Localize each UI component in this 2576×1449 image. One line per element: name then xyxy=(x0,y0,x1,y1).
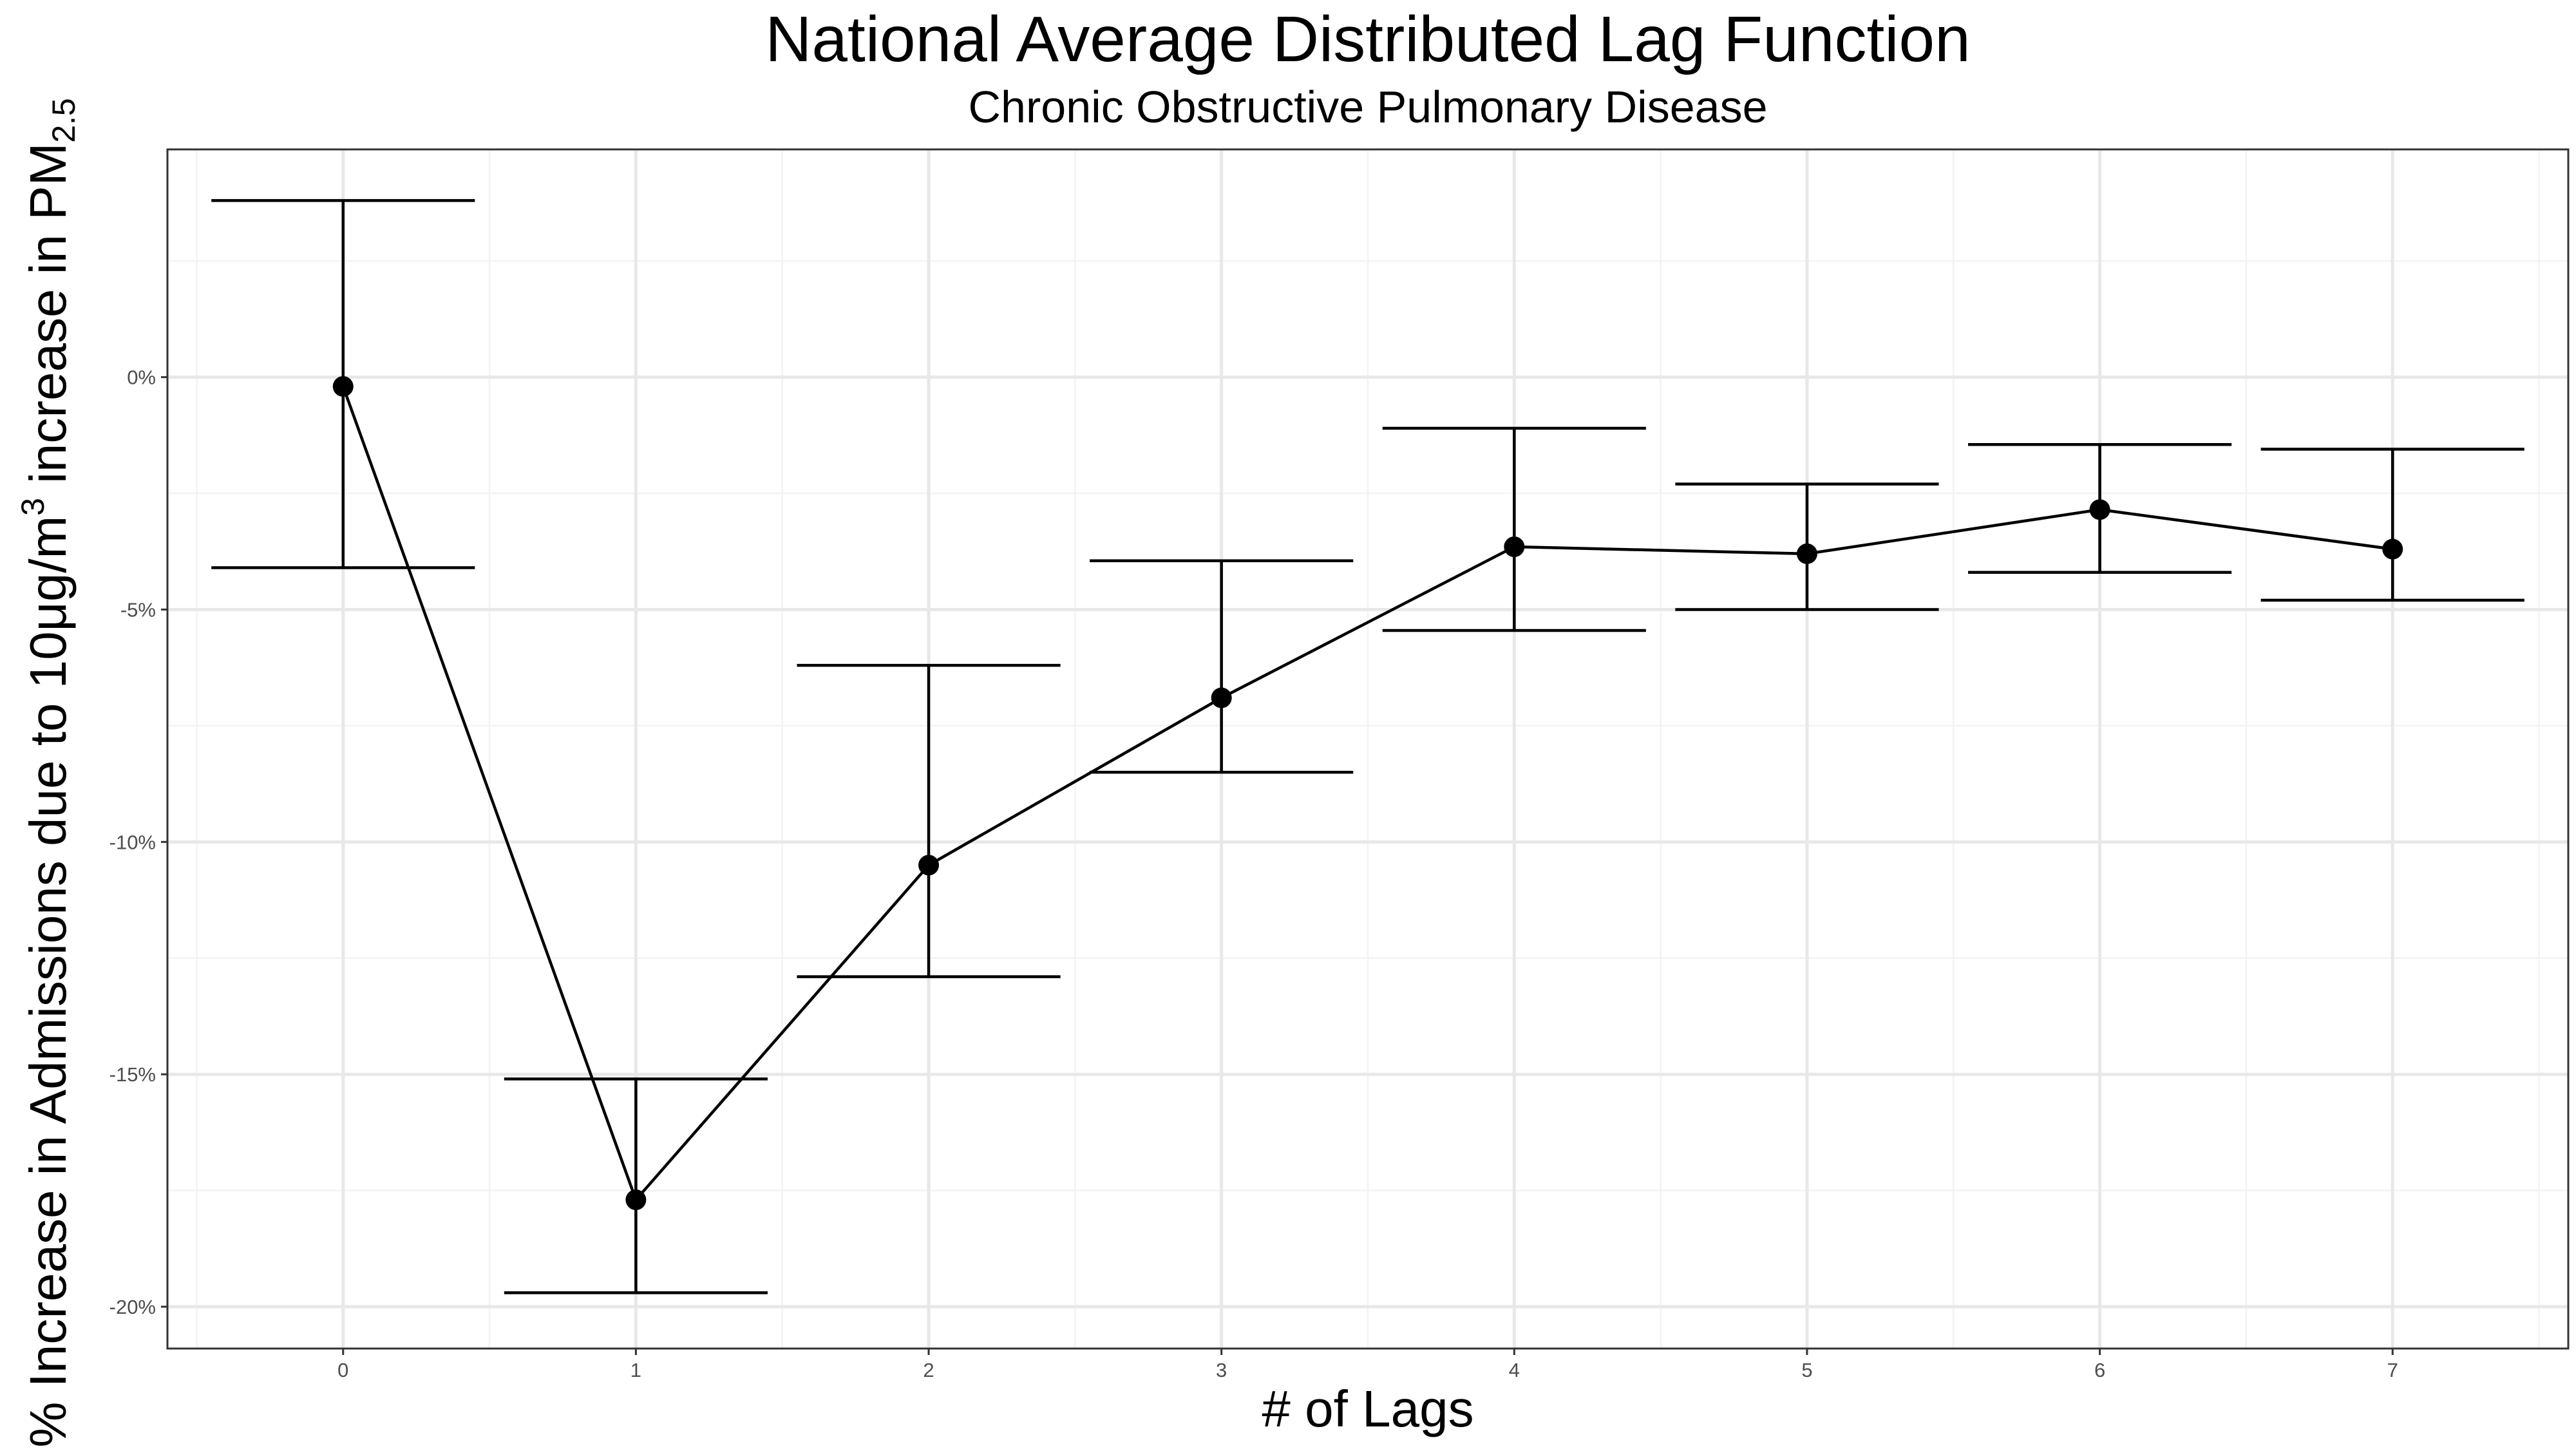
x-tick-label: 2 xyxy=(923,1359,934,1381)
data-marks xyxy=(211,199,2524,1294)
estimate-point xyxy=(2382,538,2403,560)
x-tick-label: 1 xyxy=(630,1359,641,1381)
estimate-point xyxy=(918,855,940,876)
x-tick-label: 4 xyxy=(1509,1359,1520,1381)
estimate-point xyxy=(2089,499,2110,520)
x-tick-label: 5 xyxy=(1801,1359,1812,1381)
y-tick-label: -15% xyxy=(109,1063,156,1086)
estimate-point xyxy=(1211,687,1232,708)
y-axis-title-middle: increase in PM xyxy=(19,143,77,498)
y-tick-label: -20% xyxy=(109,1296,156,1318)
y-axis-title-sub: 2.5 xyxy=(46,98,82,143)
estimate-point xyxy=(1504,536,1525,558)
y-axis-title-main: % Increase in Admissions due to 10μg/m xyxy=(19,516,77,1448)
axis-ticks: 0 1 2 3 4 5 6 7 0% -5% -10% -15% -20% xyxy=(109,366,2398,1381)
plot-panel xyxy=(166,148,2570,1350)
x-tick-label: 0 xyxy=(337,1359,348,1381)
estimate-line xyxy=(341,386,2393,1203)
grid xyxy=(167,149,2568,1349)
x-tick-label: 6 xyxy=(2094,1359,2105,1381)
y-axis-title-sup: 3 xyxy=(15,498,51,516)
chart-subtitle: Chronic Obstructive Pulmonary Disease xyxy=(968,82,1767,132)
x-tick-label: 3 xyxy=(1216,1359,1227,1381)
y-tick-label: 0% xyxy=(127,366,156,389)
y-tick-label: -10% xyxy=(109,831,156,853)
y-tick-label: -5% xyxy=(120,598,156,621)
estimate-point xyxy=(1796,543,1817,564)
estimate-point xyxy=(625,1189,647,1211)
y-axis-title: % Increase in Admissions due to 10μg/m3 … xyxy=(15,98,82,1448)
x-tick-label: 7 xyxy=(2387,1359,2398,1381)
chart-title: National Average Distributed Lag Functio… xyxy=(765,3,1971,75)
estimate-point xyxy=(332,376,354,397)
x-axis-title: # of Lags xyxy=(1262,1380,1473,1437)
